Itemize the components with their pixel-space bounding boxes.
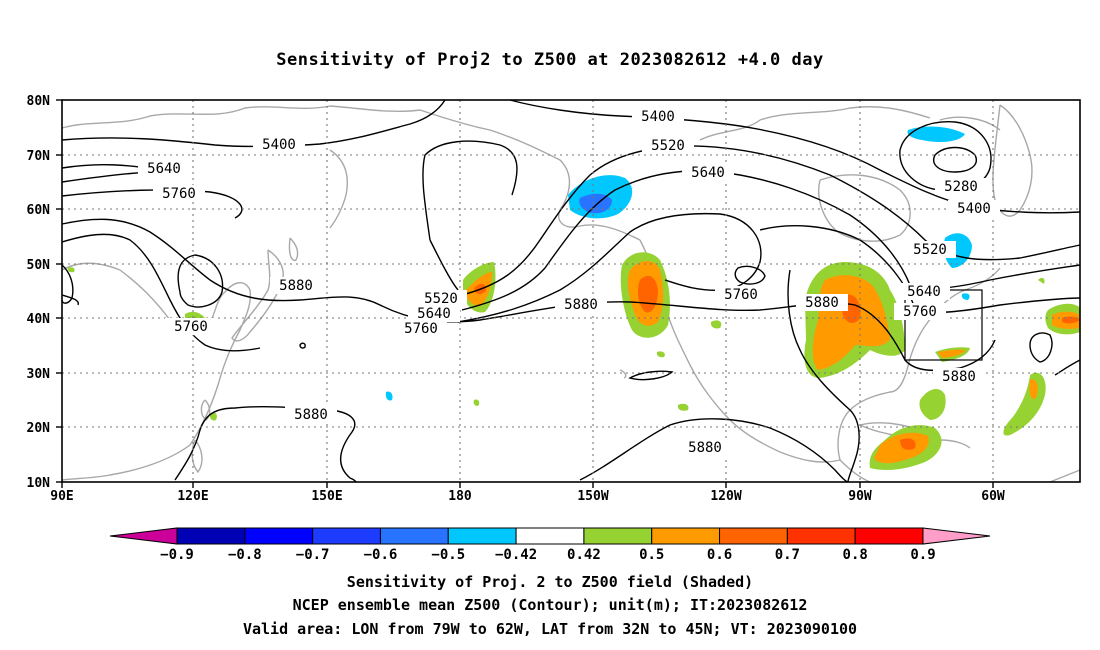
- map-panel: 5400 5400 5400 5280 5520 5520 5520 5640 …: [27, 94, 1081, 504]
- lon-label: 120W: [710, 489, 741, 504]
- contour-label: 5520: [913, 242, 947, 258]
- caption-line-3: Valid area: LON from 79W to 62W, LAT fro…: [242, 620, 858, 638]
- contour-label: 5880: [942, 369, 976, 385]
- colorbar-min-arrow: [109, 527, 178, 545]
- lat-label: 40N: [27, 312, 51, 327]
- lat-label: 60N: [27, 203, 51, 218]
- contour-label: 5280: [944, 179, 978, 195]
- colorbar-swatch: [854, 527, 924, 545]
- lat-label: 80N: [27, 94, 51, 109]
- contour-label: 5880: [294, 407, 328, 423]
- contour-label: 5760: [724, 287, 758, 303]
- lat-label: 70N: [27, 149, 51, 164]
- colorbar-tick-label: 0.7: [775, 547, 800, 563]
- contour-label: 5640: [417, 306, 451, 322]
- map-frame: [61, 99, 1081, 483]
- contour-label: 5760: [162, 186, 196, 202]
- contour-label: 5400: [957, 201, 991, 217]
- lon-label: 90E: [50, 489, 73, 504]
- lon-labels: 90E 120E 150E 180 150W 120W 90W 60W: [50, 489, 1005, 504]
- colorbar: −0.9 −0.8 −0.7 −0.6 −0.5 −0.42 0.42 0.5 0.6 0.7 0.…: [109, 527, 991, 563]
- lat-label: 50N: [27, 258, 51, 273]
- contour-label: 5880: [805, 295, 839, 311]
- colorbar-swatch: [719, 527, 788, 545]
- caption-line-2: NCEP ensemble mean Z500 (Contour); unit(…: [292, 596, 808, 614]
- colorbar-tick-label: −0.8: [228, 547, 262, 563]
- colorbar-swatch: [447, 527, 517, 545]
- colorbar-swatch: [312, 527, 381, 545]
- lon-label: 150W: [577, 489, 608, 504]
- colorbar-tick-label: 0.5: [639, 547, 664, 563]
- colorbar-swatch: [651, 527, 721, 545]
- lon-label: 60W: [981, 489, 1005, 504]
- grid-lines: [62, 100, 1080, 482]
- lat-label: 30N: [27, 367, 51, 382]
- colorbar-tick-label: −0.5: [431, 547, 465, 563]
- lon-label: 90W: [848, 489, 872, 504]
- contour-label: 5640: [907, 284, 941, 300]
- contour-label: 5760: [174, 319, 208, 335]
- lat-label: 20N: [27, 421, 51, 436]
- colorbar-tick-label: 0.8: [843, 547, 868, 563]
- colorbar-swatch: [244, 527, 314, 545]
- sensitivity-shading: [67, 126, 1080, 470]
- contour-label: 5880: [279, 278, 313, 294]
- colorbar-swatch: [515, 527, 585, 545]
- colorbar-tick-label: −0.42: [495, 547, 537, 563]
- lon-label: 150E: [311, 489, 342, 504]
- lon-label: 120E: [177, 489, 208, 504]
- colorbar-tick-label: −0.9: [160, 547, 194, 563]
- colorbar-swatch: [176, 527, 246, 545]
- colorbar-tick-label: 0.9: [910, 547, 935, 563]
- contour-label: 5760: [404, 321, 438, 337]
- contour-label: 5400: [262, 137, 296, 153]
- lon-label: 180: [448, 489, 472, 504]
- colorbar-tick-label: 0.6: [707, 547, 732, 563]
- colorbar-swatch: [786, 527, 856, 545]
- colorbar-tick-label: −0.6: [364, 547, 398, 563]
- lat-labels: 80N 70N 60N 50N 40N 30N 20N 10N: [27, 94, 51, 491]
- colorbar-tick-label: 0.42: [567, 547, 601, 563]
- contour-label: 5400: [641, 109, 675, 125]
- caption-line-1: Sensitivity of Proj. 2 to Z500 field (Sh…: [346, 573, 754, 591]
- axis-ticks: [56, 99, 994, 488]
- colorbar-swatch: [583, 527, 653, 545]
- contour-labels: 5400 5400 5400 5280 5520 5520 5520 5640 …: [138, 108, 1000, 456]
- colorbar-swatch: [379, 527, 449, 545]
- colorbar-max-arrow: [922, 527, 991, 545]
- contour-label: 5880: [564, 297, 598, 313]
- colorbar-tick-label: −0.7: [296, 547, 330, 563]
- contour-label: 5640: [147, 161, 181, 177]
- lat-label: 10N: [27, 476, 51, 491]
- contour-label: 5520: [424, 291, 458, 307]
- contour-label: 5760: [903, 304, 937, 320]
- contour-label: 5520: [651, 138, 685, 154]
- map-title: Sensitivity of Proj2 to Z500 at 20230826…: [276, 50, 824, 70]
- contour-label: 5640: [691, 165, 725, 181]
- contour-label: 5880: [688, 440, 722, 456]
